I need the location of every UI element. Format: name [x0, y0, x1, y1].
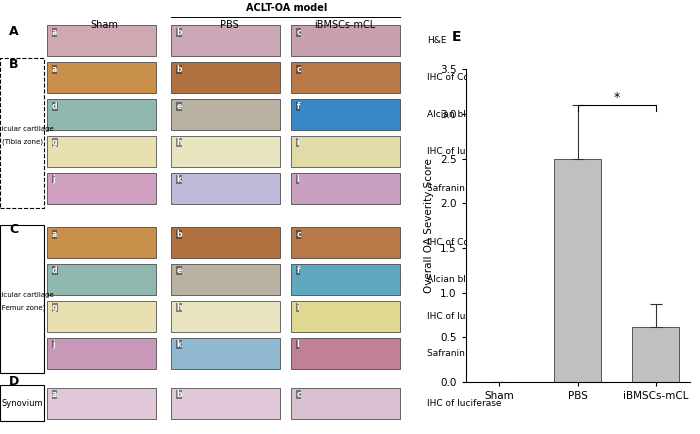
Text: h: h [176, 138, 182, 148]
Text: E: E [452, 30, 461, 44]
Bar [171, 25, 280, 56]
Text: C: C [9, 223, 18, 236]
Y-axis label: Overall OA Severity Score: Overall OA Severity Score [424, 158, 434, 293]
Text: c: c [297, 390, 301, 399]
Text: Synovium: Synovium [1, 399, 43, 408]
Bar [47, 227, 155, 258]
Text: c: c [297, 65, 301, 74]
Text: A: A [9, 25, 18, 38]
Text: a: a [52, 28, 57, 37]
Text: g: g [52, 303, 57, 312]
Bar [171, 388, 280, 419]
Bar [632, 326, 679, 382]
Text: *: * [613, 91, 620, 104]
Bar [291, 62, 400, 93]
Bar [291, 338, 400, 369]
Text: ACLT-OA model: ACLT-OA model [246, 3, 328, 13]
Text: h: h [176, 303, 182, 312]
Text: (Tibia zone): (Tibia zone) [1, 138, 43, 145]
Text: k: k [176, 175, 181, 184]
Bar [171, 264, 280, 295]
Bar [47, 173, 155, 204]
Bar [47, 99, 155, 130]
Text: j: j [52, 340, 55, 349]
Bar [291, 136, 400, 167]
Text: IHC of luciferase: IHC of luciferase [427, 147, 501, 156]
Text: (Femur zone): (Femur zone) [0, 305, 46, 311]
Text: b: b [176, 28, 182, 37]
Text: H&E: H&E [427, 36, 446, 45]
Text: Sham: Sham [90, 20, 118, 30]
Text: Safranin O: Safranin O [427, 184, 475, 193]
Text: l: l [297, 340, 299, 349]
Text: a: a [52, 230, 57, 239]
Text: Safranin O: Safranin O [427, 349, 475, 358]
Text: i: i [297, 138, 299, 148]
Bar [171, 227, 280, 258]
Bar [291, 227, 400, 258]
Text: Alcian blue: Alcian blue [427, 275, 477, 284]
Text: g: g [52, 138, 57, 148]
Text: d: d [52, 102, 57, 111]
Text: b: b [176, 65, 182, 74]
Bar [47, 301, 155, 332]
Text: Articular cartilage: Articular cartilage [0, 292, 54, 298]
Bar [291, 173, 400, 204]
Bar [171, 338, 280, 369]
Text: c: c [297, 28, 301, 37]
Text: k: k [176, 340, 181, 349]
FancyBboxPatch shape [0, 58, 45, 208]
Bar [171, 173, 280, 204]
Text: j: j [52, 175, 55, 184]
Text: iBMSCs-mCL: iBMSCs-mCL [314, 20, 375, 30]
FancyBboxPatch shape [0, 225, 45, 373]
Text: B: B [9, 58, 18, 71]
Text: IHC of luciferase: IHC of luciferase [427, 312, 501, 321]
Text: IHC of Col II: IHC of Col II [427, 73, 480, 82]
Text: f: f [297, 266, 300, 276]
Bar [47, 338, 155, 369]
Text: e: e [176, 102, 182, 111]
Bar [291, 25, 400, 56]
Bar [171, 136, 280, 167]
Text: b: b [176, 230, 182, 239]
Text: d: d [52, 266, 57, 276]
Bar [291, 388, 400, 419]
Text: IHC of Col II: IHC of Col II [427, 238, 480, 247]
Text: b: b [176, 390, 182, 399]
Bar [171, 301, 280, 332]
Bar [47, 25, 155, 56]
FancyBboxPatch shape [0, 385, 45, 421]
Bar [554, 159, 601, 382]
Text: Alcian blue: Alcian blue [427, 110, 477, 119]
Bar [47, 388, 155, 419]
Bar [171, 99, 280, 130]
Text: PBS: PBS [220, 20, 238, 30]
Bar [47, 62, 155, 93]
Text: D: D [9, 375, 19, 388]
Text: c: c [297, 230, 301, 239]
Bar [47, 136, 155, 167]
Text: IHC of luciferase: IHC of luciferase [427, 399, 501, 408]
Text: i: i [297, 303, 299, 312]
Text: Articular cartilage: Articular cartilage [0, 126, 54, 132]
Text: a: a [52, 390, 57, 399]
Text: a: a [52, 65, 57, 74]
Text: f: f [297, 102, 300, 111]
Bar [171, 62, 280, 93]
Bar [47, 264, 155, 295]
Bar [291, 99, 400, 130]
Bar [291, 301, 400, 332]
Text: e: e [176, 266, 182, 276]
Text: l: l [297, 175, 299, 184]
Bar [291, 264, 400, 295]
